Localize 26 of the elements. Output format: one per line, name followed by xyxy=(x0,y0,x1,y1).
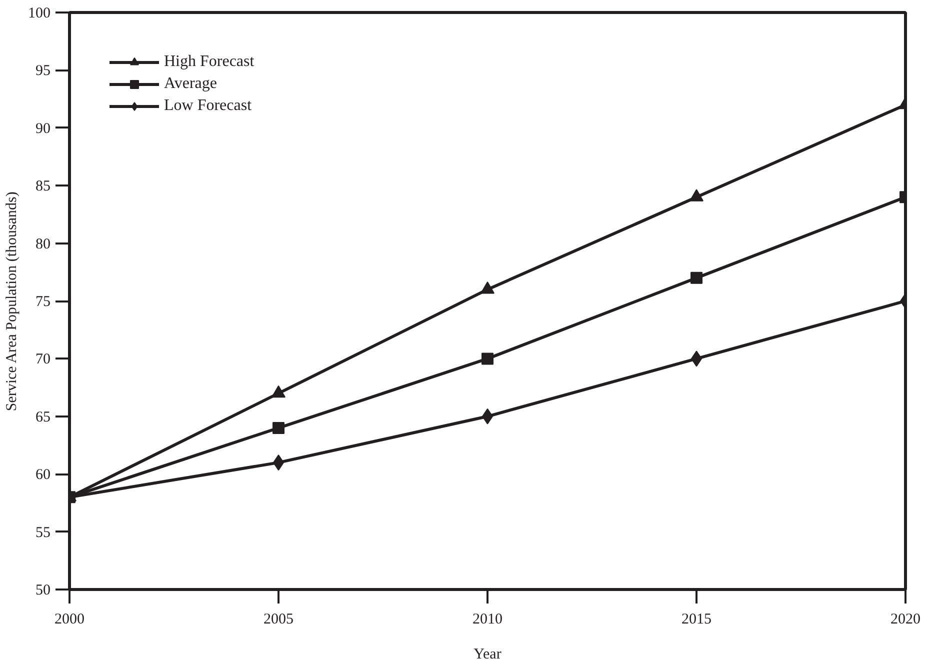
x-tick-label: 2015 xyxy=(682,612,712,628)
y-tick-label: 90 xyxy=(36,120,50,137)
y-tick-label: 80 xyxy=(36,236,50,252)
y-tick-label: 55 xyxy=(36,524,50,541)
x-tick-label: 2005 xyxy=(264,612,294,628)
point xyxy=(690,189,704,202)
point xyxy=(482,352,494,365)
point xyxy=(480,281,494,294)
x-tick-label: 2000 xyxy=(54,612,84,628)
y-tick-label: 70 xyxy=(36,352,50,368)
legend-label: High Forecast xyxy=(164,53,254,71)
point xyxy=(690,272,702,284)
x-tick-label: 2020 xyxy=(890,612,920,628)
y-tick-label: 75 xyxy=(36,294,50,310)
x-axis-title: Year xyxy=(474,646,502,662)
x-tick-label: 2010 xyxy=(472,612,502,628)
y-tick-label: 100 xyxy=(28,6,50,22)
legend-label: Low Forecast xyxy=(164,97,252,115)
legend-label: Average xyxy=(164,75,217,93)
y-tick-label: 60 xyxy=(36,467,50,484)
y-tick-label: 85 xyxy=(36,178,50,195)
point xyxy=(272,422,284,434)
y-tick-label: 50 xyxy=(36,582,50,598)
y-tick-label: 65 xyxy=(36,409,50,426)
y-axis-title: Service Area Population (thousands) xyxy=(4,192,20,412)
y-tick-label: 95 xyxy=(36,63,50,80)
